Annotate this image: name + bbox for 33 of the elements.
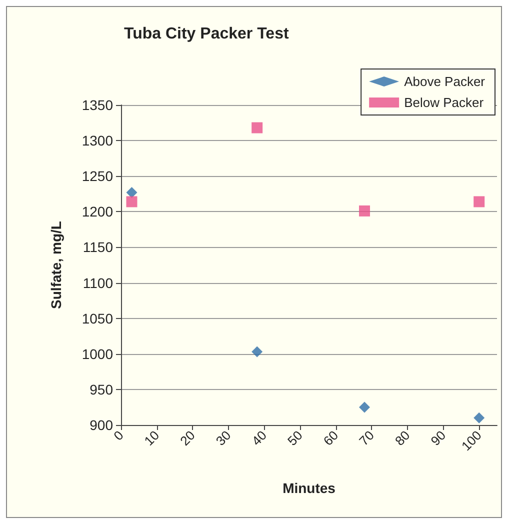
y-tick-label: 1000 xyxy=(82,346,114,362)
point xyxy=(126,186,138,198)
point xyxy=(474,196,485,208)
legend-label: Above Packer xyxy=(404,74,486,89)
legend-label: Below Packer xyxy=(404,95,484,110)
point xyxy=(252,122,263,134)
x-tick-label: 90 xyxy=(428,428,449,449)
y-tick-label: 1200 xyxy=(82,204,114,220)
x-tick-label: 60 xyxy=(320,428,342,449)
y-tick-label: 1250 xyxy=(82,168,114,184)
y-tick-label: 1050 xyxy=(82,310,114,326)
point xyxy=(474,412,485,424)
x-axis-title: Minutes xyxy=(282,480,336,496)
x-tick-label: 40 xyxy=(248,428,270,449)
x-tick-label: 80 xyxy=(392,428,413,449)
x-tick-label: 20 xyxy=(177,428,198,449)
x-tick-label: 10 xyxy=(141,428,162,449)
x-tick-label: 30 xyxy=(212,428,234,449)
x-tick-label: 100 xyxy=(458,428,484,454)
point xyxy=(359,402,370,413)
y-tick-label: 1300 xyxy=(82,132,114,149)
y-tick-label: 1100 xyxy=(82,274,114,291)
point xyxy=(252,346,263,358)
y-tick-label: 900 xyxy=(90,417,114,433)
chart-title: Tuba City Packer Test xyxy=(124,26,290,42)
y-tick-label: 1350 xyxy=(82,97,114,113)
y-axis-title: Sulfate, mg/L xyxy=(48,220,64,309)
y-tick-label: 950 xyxy=(90,381,114,398)
x-tick-label: 50 xyxy=(284,428,306,449)
y-tick-label: 1150 xyxy=(82,239,114,256)
point xyxy=(359,205,370,216)
x-tick-label: 70 xyxy=(356,428,377,449)
point xyxy=(126,196,138,208)
